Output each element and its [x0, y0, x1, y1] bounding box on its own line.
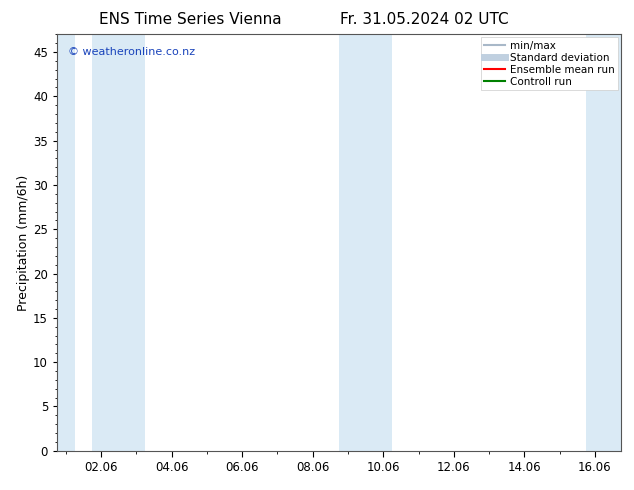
- Bar: [586, 34, 621, 451]
- Text: ENS Time Series Vienna: ENS Time Series Vienna: [99, 12, 281, 27]
- Bar: [57, 34, 75, 451]
- Legend: min/max, Standard deviation, Ensemble mean run, Controll run: min/max, Standard deviation, Ensemble me…: [481, 37, 618, 90]
- Text: Fr. 31.05.2024 02 UTC: Fr. 31.05.2024 02 UTC: [340, 12, 509, 27]
- Y-axis label: Precipitation (mm/6h): Precipitation (mm/6h): [17, 174, 30, 311]
- Bar: [339, 34, 392, 451]
- Text: © weatheronline.co.nz: © weatheronline.co.nz: [68, 47, 195, 57]
- Bar: [93, 34, 145, 451]
